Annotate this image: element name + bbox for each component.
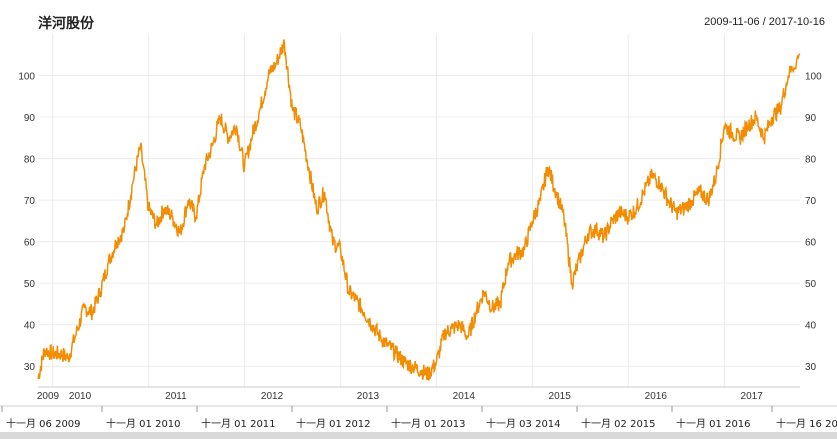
y-tick-label-left: 40 xyxy=(24,321,36,332)
y-tick-label-right: 80 xyxy=(805,155,817,166)
navigator-date-label: 十一月 01 2013 xyxy=(391,417,466,430)
date-range-label: 2009-11-06 / 2017-10-16 xyxy=(704,16,825,28)
navigator-date-label: 十一月 06 2009 xyxy=(6,417,81,430)
x-year-label: 2011 xyxy=(165,391,187,402)
y-tick-label-left: 100 xyxy=(18,72,35,83)
x-axis-year-labels: 2009 2010 2011 2012 2013 2014 2015 2016 2017 xyxy=(37,391,763,402)
y-tick-label-left: 80 xyxy=(24,155,36,166)
navigator-date-label: 十一月 03 2014 xyxy=(486,417,561,430)
x-year-label: 2013 xyxy=(357,391,380,402)
y-tick-label-left: 60 xyxy=(24,238,36,249)
y-axis-right: 30 40 50 60 70 80 90 100 xyxy=(805,72,822,374)
x-year-label: 2010 xyxy=(69,391,92,402)
navigator-bar[interactable]: 十一月 06 2009 十一月 01 2010 十一月 01 2011 十一月 01 … xyxy=(0,404,837,439)
x-year-label: 2014 xyxy=(453,391,476,402)
y-tick-label-right: 100 xyxy=(805,72,822,83)
y-axis-left: 30 40 50 60 70 80 90 100 xyxy=(18,72,35,374)
navigator-scrollbar xyxy=(0,432,837,439)
navigator-date-label: 十一月 01 2016 xyxy=(676,417,751,430)
y-tick-label-right: 40 xyxy=(805,321,817,332)
navigator-date-label: 十一月 02 2015 xyxy=(581,417,656,430)
y-tick-label-left: 70 xyxy=(24,196,36,207)
navigator-date-label: 十一月 16 2017 xyxy=(776,417,837,430)
y-tick-label-right: 30 xyxy=(805,362,817,373)
y-tick-label-left: 90 xyxy=(24,113,36,124)
chart-title: 洋河股份 xyxy=(38,16,94,32)
y-tick-label-right: 60 xyxy=(805,238,817,249)
y-tick-label-left: 30 xyxy=(24,362,36,373)
price-series-line xyxy=(37,39,801,381)
x-year-label: 2009 xyxy=(37,391,60,402)
navigator-date-label: 十一月 01 2012 xyxy=(296,417,371,430)
navigator-date-label: 十一月 01 2010 xyxy=(106,417,181,430)
navigator-date-label: 十一月 01 2011 xyxy=(201,417,276,430)
y-tick-label-right: 90 xyxy=(805,113,817,124)
x-year-label: 2012 xyxy=(261,391,284,402)
x-year-label: 2016 xyxy=(645,391,668,402)
x-year-label: 2017 xyxy=(741,391,764,402)
y-tick-label-left: 50 xyxy=(24,279,36,290)
grid-lines xyxy=(38,34,800,387)
y-tick-label-right: 50 xyxy=(805,279,817,290)
y-tick-label-right: 70 xyxy=(805,196,817,207)
x-year-label: 2015 xyxy=(549,391,572,402)
